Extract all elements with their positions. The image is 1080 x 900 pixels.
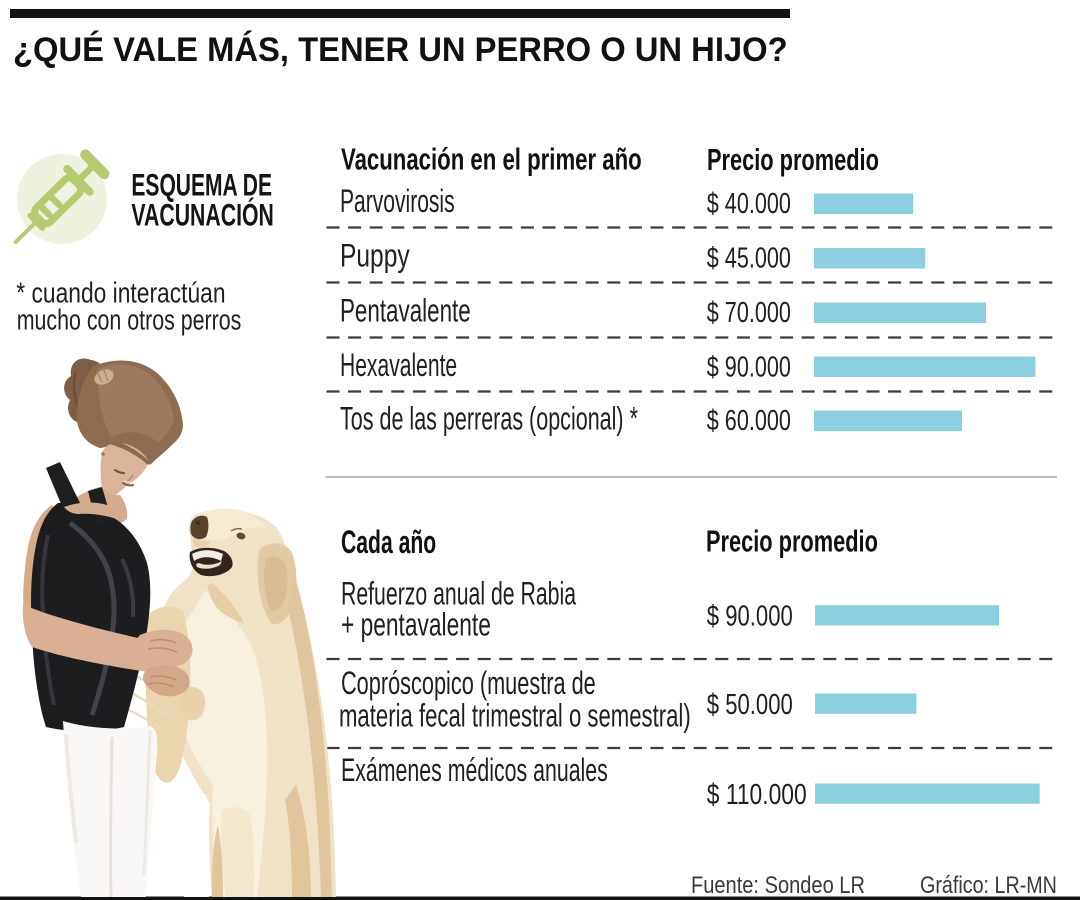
svg-text:Tos de las perreras (opcional): Tos de las perreras (opcional) * bbox=[340, 400, 638, 436]
svg-text:+ pentavalente: + pentavalente bbox=[341, 607, 491, 643]
svg-text:$ 90.000: $ 90.000 bbox=[707, 352, 791, 384]
svg-text:Pentavalente: Pentavalente bbox=[340, 293, 471, 329]
svg-text:Fuente: Sondeo LR: Fuente: Sondeo LR bbox=[691, 871, 865, 898]
svg-text:$ 70.000: $ 70.000 bbox=[707, 297, 791, 329]
svg-text:$ 110.000: $ 110.000 bbox=[707, 777, 807, 810]
svg-text:materia fecal trimestral o sem: materia fecal trimestral o semestral) bbox=[339, 697, 691, 733]
svg-text:$ 90.000: $ 90.000 bbox=[707, 601, 793, 632]
svg-text:Exámenes médicos anuales: Exámenes médicos anuales bbox=[341, 752, 608, 788]
svg-text:Precio promedio: Precio promedio bbox=[706, 524, 878, 559]
svg-text:* cuando interactúan: * cuando interactúan bbox=[16, 276, 225, 309]
svg-text:¿QUÉ VALE MÁS, TENER UN PERRO: ¿QUÉ VALE MÁS, TENER UN PERRO O UN HIJO? bbox=[13, 30, 788, 69]
svg-text:Copróscopico (muestra de: Copróscopico (muestra de bbox=[341, 665, 596, 701]
svg-text:mucho con otros perros: mucho con otros perros bbox=[17, 304, 242, 336]
svg-text:Refuerzo anual de Rabia: Refuerzo anual de Rabia bbox=[341, 575, 577, 612]
svg-text:ESQUEMA DE: ESQUEMA DE bbox=[131, 167, 272, 202]
svg-text:VACUNACIÓN: VACUNACIÓN bbox=[131, 196, 273, 232]
svg-text:Gráfico: LR-MN: Gráfico: LR-MN bbox=[920, 871, 1057, 898]
svg-text:$ 40.000: $ 40.000 bbox=[707, 188, 791, 220]
svg-text:$ 50.000: $ 50.000 bbox=[707, 689, 793, 720]
svg-text:$ 45.000: $ 45.000 bbox=[707, 243, 791, 275]
svg-text:Hexavalente: Hexavalente bbox=[340, 346, 457, 383]
svg-text:Precio promedio: Precio promedio bbox=[707, 142, 879, 177]
svg-text:Vacunación en el primer año: Vacunación en el primer año bbox=[341, 142, 642, 176]
svg-text:Cada año: Cada año bbox=[341, 524, 436, 561]
svg-text:Parvovirosis: Parvovirosis bbox=[340, 182, 455, 219]
svg-text:$ 60.000: $ 60.000 bbox=[707, 405, 791, 437]
svg-text:Puppy: Puppy bbox=[340, 238, 410, 274]
